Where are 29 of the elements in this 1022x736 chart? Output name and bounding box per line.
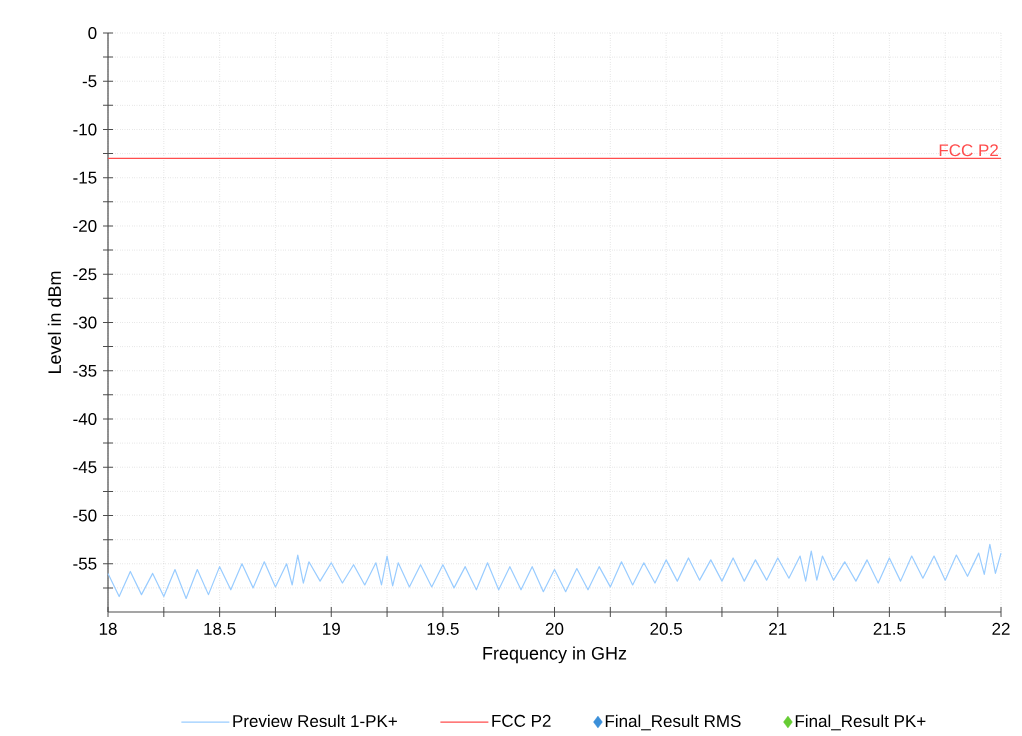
x-tick-label: 18 [99,622,117,635]
y-tick-label: -55 [73,557,97,570]
x-tick-label: 21.5 [873,622,906,635]
x-tick-label: 19.5 [427,622,459,635]
x-tick-label: 22 [992,622,1010,635]
y-tick-label: -10 [73,123,97,136]
x-tick-label: 20.5 [650,622,682,635]
line-series [107,543,1002,600]
y-tick-label: -40 [73,412,97,426]
y-tick-label: -50 [73,509,97,522]
y-tick-label: 0 [88,26,97,40]
x-tick-label: 18.5 [204,622,236,635]
y-tick-label: -15 [73,171,97,184]
y-tick-label: -35 [73,364,97,377]
legend-label: Preview Result 1-PK+ [233,714,397,728]
y-tick-label: -25 [73,268,97,281]
y-tick-label: -5 [82,75,97,88]
y-tick-label: -20 [73,219,97,233]
legend-label: Final_Result PK+ [795,714,926,731]
y-tick-label: -45 [73,461,97,474]
y-axis-title: Level in dBm [47,271,62,374]
x-tick-label: 19 [323,622,340,635]
y-tick-label: -30 [73,316,97,329]
x-axis-title: Frequency in GHz [483,646,627,664]
x-tick-label: 20 [545,622,564,635]
annotation: FCC P2 [939,144,998,157]
x-tick-label: 21 [769,622,787,635]
legend-label: FCC P2 [492,714,551,727]
legend-label: Final_Result RMS [605,714,741,731]
